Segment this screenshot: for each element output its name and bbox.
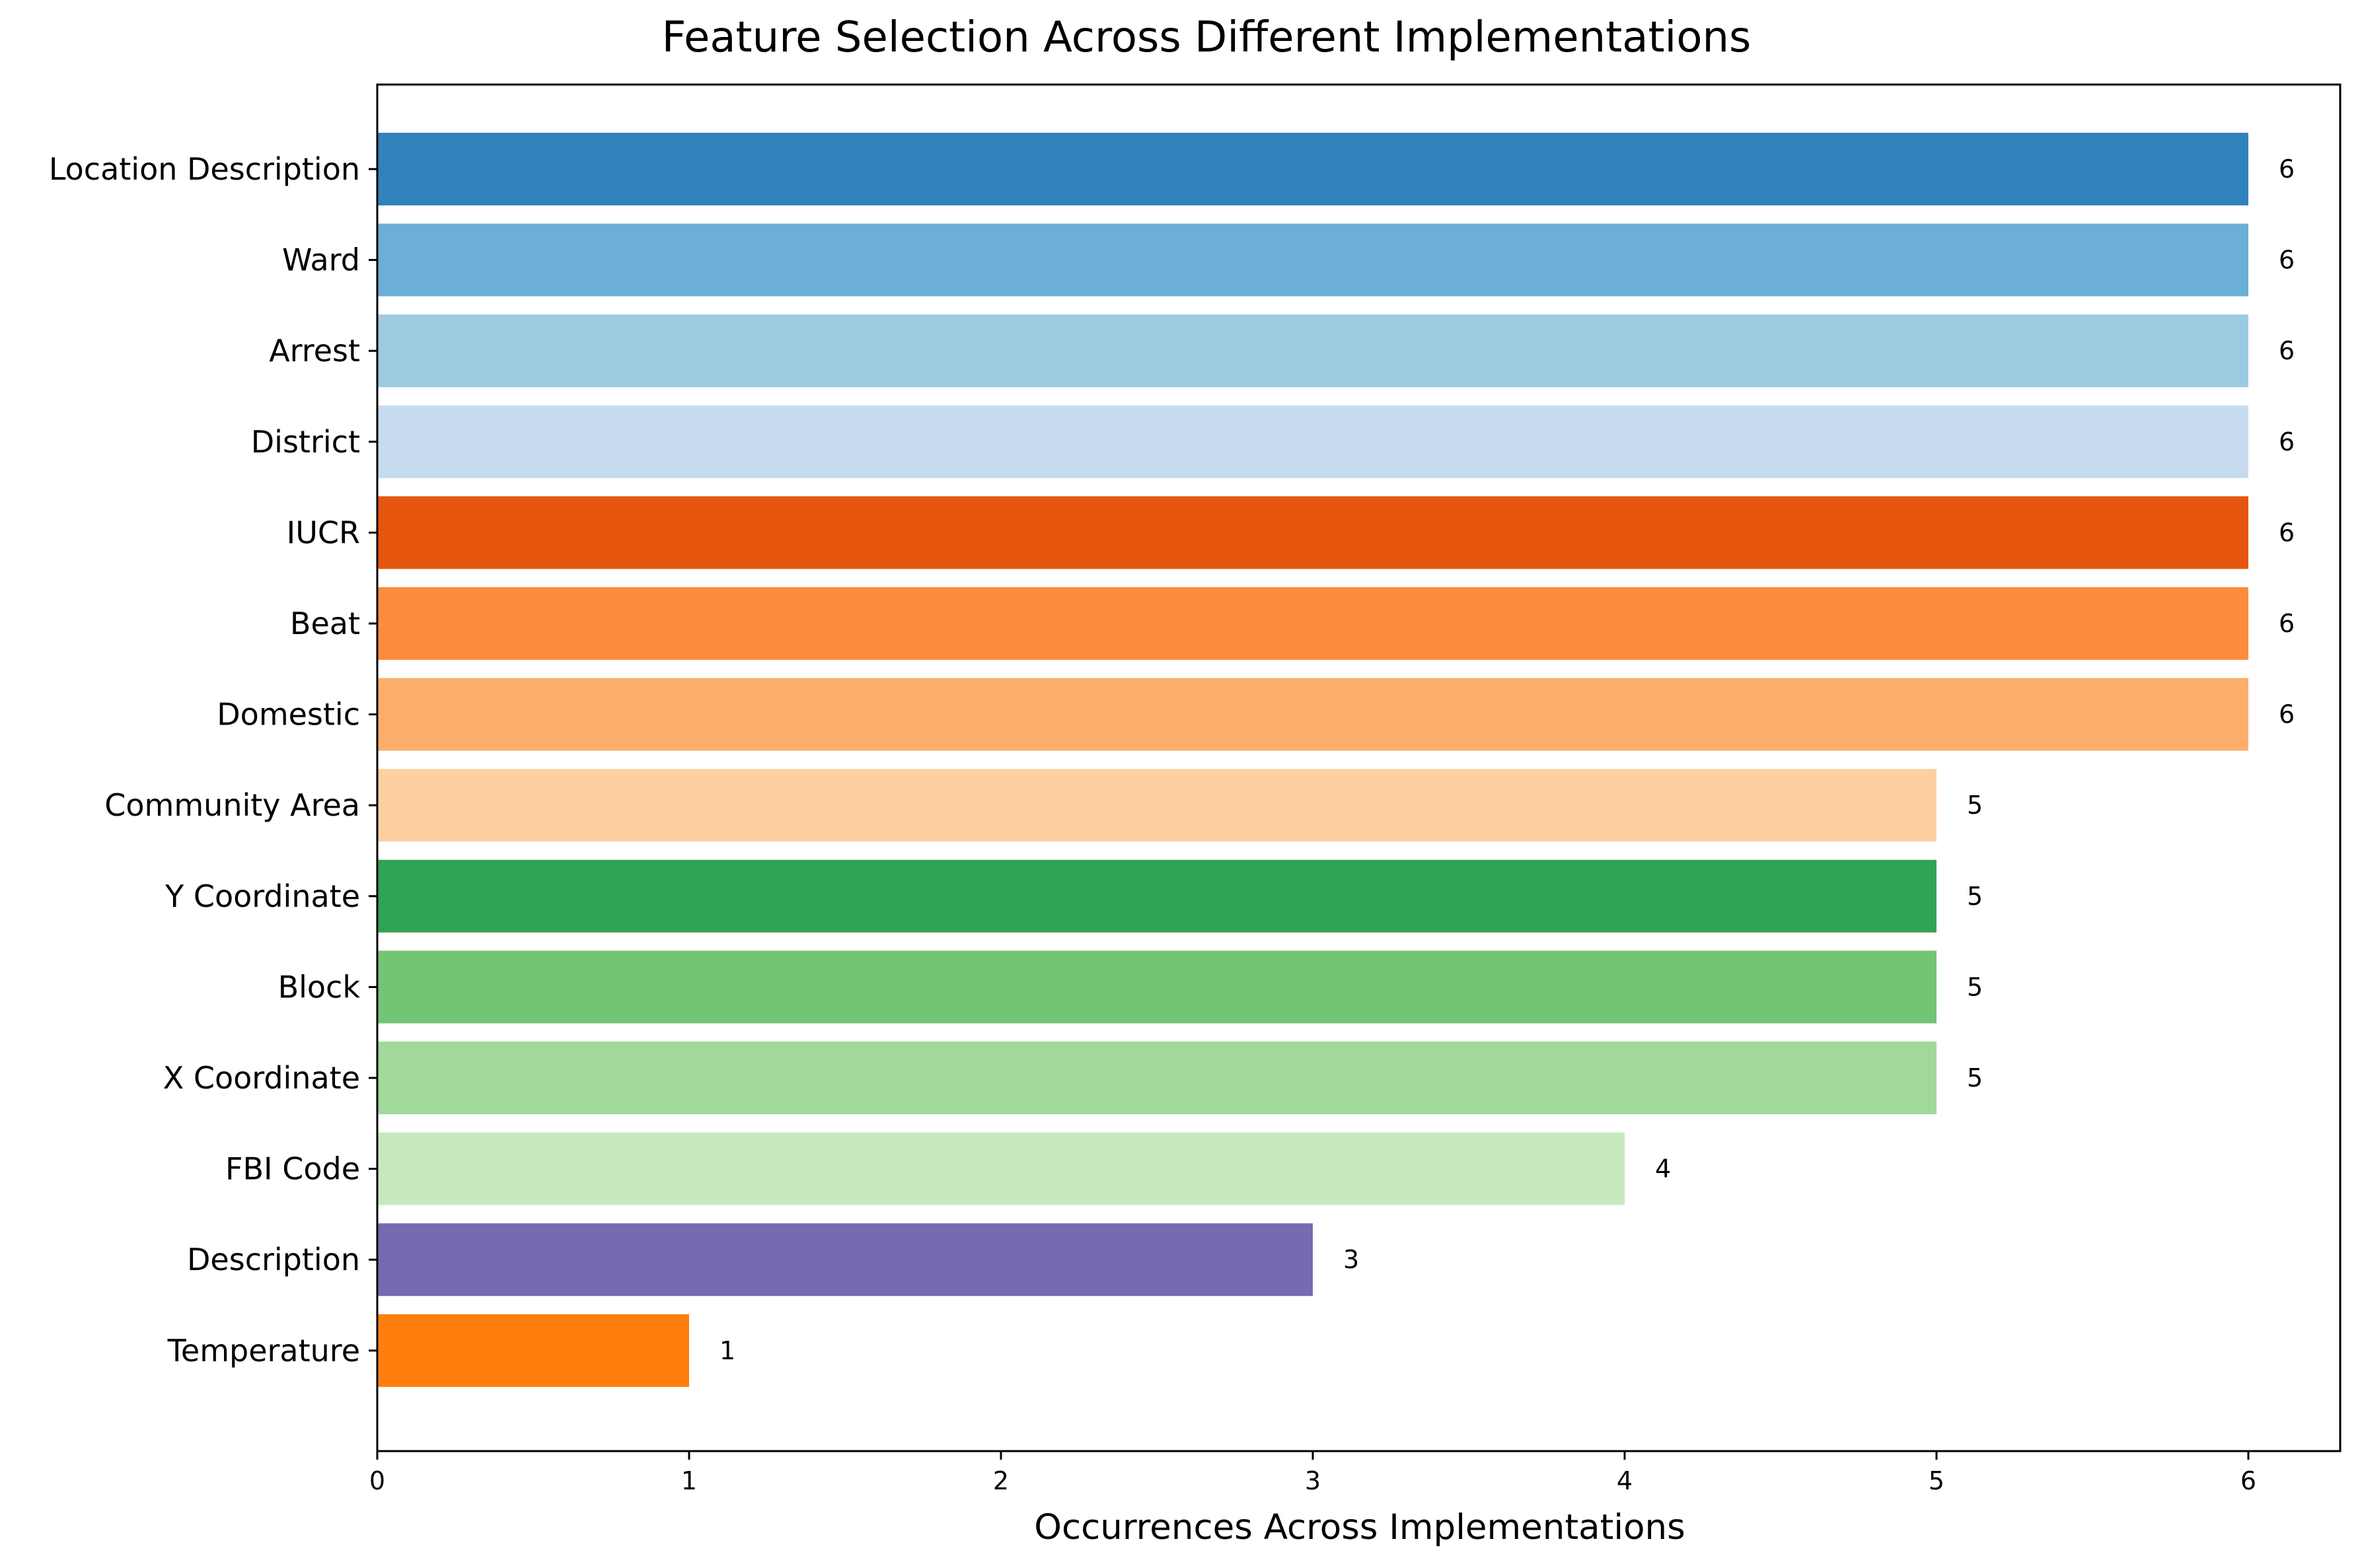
x-tick-label: 1 xyxy=(681,1466,697,1495)
y-axis-ticks: Location Description Ward Arrest District IU… xyxy=(49,151,377,1369)
bar-value-label: 5 xyxy=(1967,972,1983,1001)
bar xyxy=(377,405,2248,478)
bar-value-label: 6 xyxy=(2279,336,2295,365)
bar xyxy=(377,769,1936,842)
y-tick-label: Block xyxy=(278,969,361,1005)
bar-value-label: 3 xyxy=(1343,1245,1359,1274)
bar-value-label: 6 xyxy=(2279,427,2295,456)
y-tick-label: X Coordinate xyxy=(163,1060,360,1096)
x-tick-label: 0 xyxy=(369,1466,385,1495)
y-tick-label: FBI Code xyxy=(225,1151,360,1187)
bar xyxy=(377,1042,1936,1114)
bar-value-label: 6 xyxy=(2279,246,2295,275)
bar-value-label: 5 xyxy=(1967,791,1983,820)
bar-value-labels: 6 6 6 6 6 6 6 5 5 5 5 4 3 1 xyxy=(719,155,2295,1365)
x-tick-label: 2 xyxy=(993,1466,1009,1495)
y-tick-label: Location Description xyxy=(49,151,360,187)
y-tick-label: District xyxy=(251,424,360,460)
bar xyxy=(377,859,1936,933)
bar xyxy=(377,678,2248,751)
y-tick-label: Community Area xyxy=(104,787,360,823)
bar-value-label: 6 xyxy=(2279,700,2295,729)
bar-value-label: 6 xyxy=(2279,609,2295,638)
bar xyxy=(377,1223,1313,1297)
bar xyxy=(377,314,2248,388)
bar xyxy=(377,587,2248,660)
bar-value-label: 1 xyxy=(719,1336,735,1365)
bar xyxy=(377,1132,1625,1205)
y-tick-label: Arrest xyxy=(269,333,360,369)
bar xyxy=(377,1314,689,1387)
bar-value-label: 6 xyxy=(2279,518,2295,547)
x-axis-label: Occurrences Across Implementations xyxy=(1034,1507,1685,1548)
bar-value-label: 5 xyxy=(1967,882,1983,911)
x-axis-ticks: 0 1 2 3 4 5 6 xyxy=(369,1451,2256,1495)
bars-layer xyxy=(377,133,2248,1387)
bar xyxy=(377,496,2248,569)
x-tick-label: 6 xyxy=(2240,1466,2256,1495)
plot-frame xyxy=(376,83,2342,1452)
bar-value-label: 6 xyxy=(2279,155,2295,184)
bar xyxy=(377,950,1936,1024)
chart-title: Feature Selection Across Different Imple… xyxy=(662,13,1752,62)
x-tick-label: 3 xyxy=(1305,1466,1321,1495)
y-tick-label: Ward xyxy=(282,242,360,278)
y-tick-label: Description xyxy=(187,1242,360,1277)
y-tick-label: Domestic xyxy=(217,697,360,732)
bar-value-label: 4 xyxy=(1655,1155,1671,1184)
y-tick-label: Y Coordinate xyxy=(165,878,360,914)
y-tick-label: IUCR xyxy=(287,515,360,550)
y-tick-label: Temperature xyxy=(167,1333,360,1369)
bar xyxy=(377,223,2248,297)
y-tick-label: Beat xyxy=(290,606,360,641)
x-tick-label: 5 xyxy=(1929,1466,1944,1495)
x-tick-label: 4 xyxy=(1617,1466,1633,1495)
bar xyxy=(377,133,2248,205)
bar-value-label: 5 xyxy=(1967,1063,1983,1092)
